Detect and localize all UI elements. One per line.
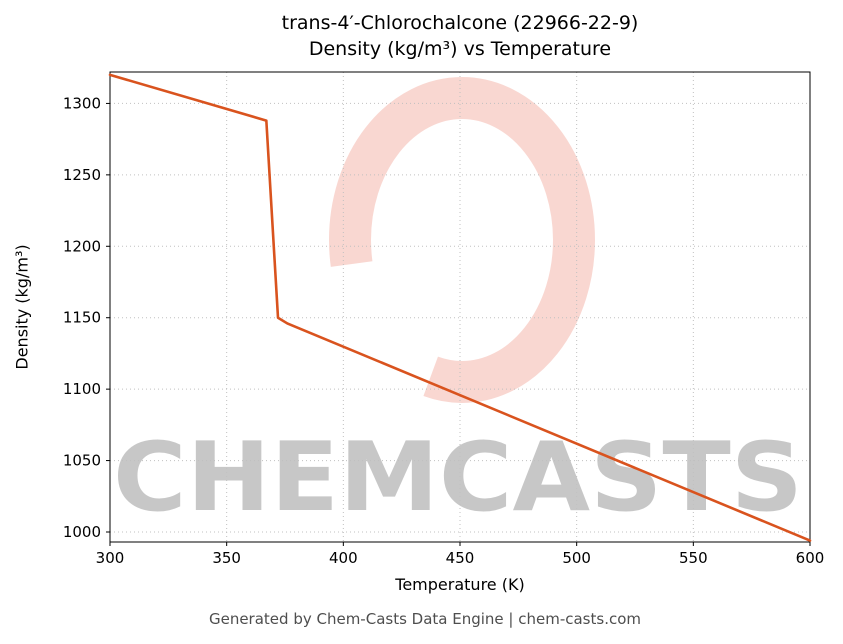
y-tick-label: 1300 — [63, 94, 101, 112]
chart-title: trans-4′-Chlorochalcone (22966-22-9) Den… — [110, 10, 810, 62]
x-tick-label: 400 — [329, 549, 358, 567]
x-tick-label: 600 — [796, 549, 825, 567]
x-axis-label: Temperature (K) — [395, 575, 525, 594]
plot-frame — [109, 71, 811, 543]
chart-title-line2: Density (kg/m³) vs Temperature — [308, 38, 612, 60]
y-tick-label: 1200 — [63, 237, 101, 255]
footer-credit: Generated by Chem-Casts Data Engine | ch… — [208, 610, 642, 628]
density-series-line — [108, 73, 812, 542]
x-tick-label: 500 — [562, 549, 591, 567]
x-tick-label: 550 — [679, 549, 708, 567]
y-tick-label: 1050 — [63, 452, 101, 470]
y-tick-label: 1250 — [63, 166, 101, 184]
x-tick-label: 300 — [96, 549, 125, 567]
y-tick-label: 1150 — [63, 309, 101, 327]
x-tick-label: 450 — [446, 549, 475, 567]
watermark-logo-icon — [329, 77, 595, 403]
chart-title-line1: trans-4′-Chlorochalcone (22966-22-9) — [281, 12, 639, 34]
y-tick-label: 1100 — [63, 380, 101, 398]
y-tick-label: 1000 — [63, 523, 101, 541]
watermark-text: CHEMCASTS — [113, 423, 803, 533]
x-tick-label: 350 — [212, 549, 241, 567]
